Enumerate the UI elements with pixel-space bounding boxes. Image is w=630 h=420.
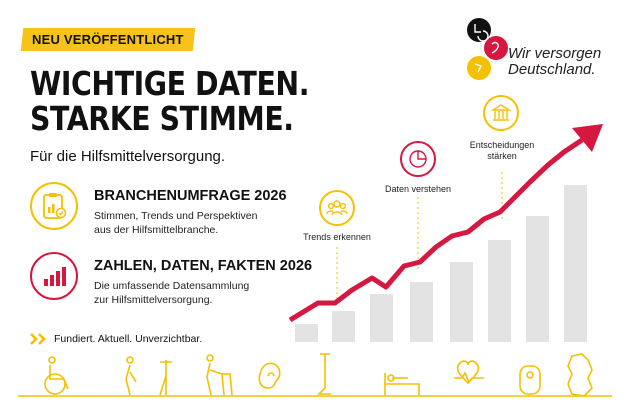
heartbeat-icon — [454, 360, 484, 385]
bar-chart-icon — [30, 252, 78, 300]
bar — [564, 185, 587, 342]
bar — [295, 324, 318, 342]
dotted-connectors — [336, 172, 503, 302]
label-trends: Trends erkennen — [303, 232, 371, 242]
germany-map-icon — [567, 353, 593, 397]
clipboard-chart-icon — [30, 182, 78, 230]
ostomy-icon — [519, 365, 541, 395]
item-description: Die umfassende Datensammlung — [94, 280, 250, 292]
item-title: ZAHLEN, DATEN, FAKTEN 2026 — [94, 258, 313, 274]
headline-line-2: STARKE STIMME. — [30, 99, 294, 138]
item-description: aus der Hilfsmittelbranche. — [94, 224, 219, 236]
brand-line-2: Deutschland. — [508, 61, 596, 78]
growth-bars — [295, 185, 587, 342]
rollator-person-icon — [206, 354, 233, 396]
tagline-text: Fundiert. Aktuell. Unverzichtbar. — [54, 333, 203, 345]
brand-logo — [467, 18, 508, 80]
subline: Für die Hilfsmittelversorgung. — [30, 148, 226, 165]
bar — [410, 282, 433, 342]
label-daten: Daten verstehen — [384, 184, 452, 194]
brand-line-1: Wir versorgen — [508, 45, 602, 62]
headline: WICHTIGE DATEN. STARKE STIMME. — [30, 66, 309, 136]
tagline: Fundiert. Aktuell. Unverzichtbar. — [30, 333, 202, 345]
item-description: Stimmen, Trends und Perspektiven — [94, 210, 258, 222]
care-bed-icon — [384, 373, 420, 395]
growth-arrow — [288, 137, 584, 323]
label-entscheidungen-line-2: stärken — [487, 151, 517, 161]
bar — [332, 311, 355, 342]
label-entscheidungen-line-1: Entscheidungen — [469, 140, 535, 150]
label-entscheidungen: Entscheidungen stärken — [464, 140, 540, 162]
item-description: zur Hilfsmittelversorgung. — [94, 294, 213, 306]
crutch-icon — [159, 360, 172, 396]
wheelchair-icon — [44, 356, 69, 395]
brand-wordmark: Wir versorgen Deutschland. — [508, 46, 601, 78]
double-chevron-icon — [30, 333, 46, 345]
headline-line-1: WICHTIGE DATEN. — [30, 64, 310, 103]
ear-icon — [258, 362, 281, 389]
bar — [450, 262, 473, 342]
bar — [370, 294, 393, 342]
pie-chart-icon — [400, 141, 436, 177]
item-title: BRANCHENUMFRAGE 2026 — [94, 188, 287, 204]
institution-building-icon — [483, 95, 519, 131]
bottom-icon-row — [18, 353, 612, 397]
bar — [488, 240, 511, 342]
people-group-icon — [319, 190, 355, 226]
walker-person-icon — [125, 356, 137, 396]
bar — [526, 216, 549, 342]
arrow-head — [572, 124, 603, 152]
prosthesis-icon — [317, 353, 331, 395]
